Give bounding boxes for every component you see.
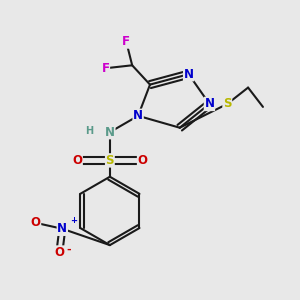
Text: N: N <box>57 222 67 235</box>
Text: S: S <box>223 98 232 110</box>
Text: S: S <box>106 154 114 167</box>
Text: O: O <box>138 154 148 167</box>
Text: N: N <box>133 109 143 122</box>
Text: O: O <box>31 216 40 229</box>
Text: O: O <box>54 246 64 259</box>
Text: F: F <box>122 35 130 48</box>
Text: -: - <box>67 244 71 254</box>
Text: N: N <box>105 126 115 139</box>
Text: +: + <box>70 216 77 225</box>
Text: N: N <box>204 98 214 110</box>
Text: N: N <box>184 68 194 81</box>
Text: H: H <box>85 126 93 136</box>
Text: O: O <box>72 154 82 167</box>
Text: F: F <box>101 62 110 75</box>
